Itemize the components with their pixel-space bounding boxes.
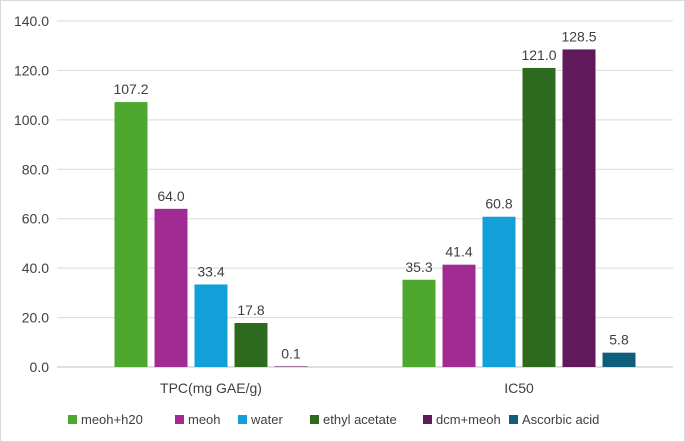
data-label: 41.4 <box>445 244 472 260</box>
y-tick-label: 120.0 <box>14 62 49 78</box>
legend-swatch <box>238 415 247 424</box>
data-label: 0.1 <box>281 345 301 361</box>
bar <box>562 49 596 368</box>
legend-label: water <box>250 412 283 427</box>
bar <box>114 102 148 367</box>
x-axis-categories: TPC(mg GAE/g) IC50 <box>160 380 534 396</box>
data-labels: 107.2 64.0 33.4 17.8 0.1 35.3 41.4 60.8 121.0 128… <box>113 28 628 361</box>
y-tick-label: 0.0 <box>30 359 50 375</box>
legend-label: ethyl acetate <box>323 412 397 427</box>
bar <box>482 216 516 367</box>
y-tick-label: 80.0 <box>22 161 49 177</box>
data-label: 60.8 <box>485 196 512 212</box>
bar <box>274 366 308 367</box>
y-tick-label: 60.0 <box>22 211 49 227</box>
bar <box>402 279 436 367</box>
data-label: 121.0 <box>521 47 556 63</box>
legend-swatch <box>310 415 319 424</box>
y-tick-label: 20.0 <box>22 310 49 326</box>
y-tick-label: 140.0 <box>14 13 49 29</box>
y-axis-ticks: 0.0 20.0 40.0 60.0 80.0 100.0 120.0 140.0 <box>14 13 49 375</box>
legend-label: Ascorbic acid <box>522 412 599 427</box>
x-category-label: IC50 <box>504 380 534 396</box>
bar <box>602 352 636 367</box>
data-label: 5.8 <box>609 332 629 348</box>
y-tick-label: 100.0 <box>14 112 49 128</box>
data-label: 128.5 <box>561 28 596 44</box>
data-label: 17.8 <box>237 302 264 318</box>
legend: meoh+h20 meoh water ethyl acetate dcm+meoh As… <box>68 412 599 427</box>
bars <box>114 49 636 368</box>
legend-swatch <box>509 415 518 424</box>
legend-swatch <box>175 415 184 424</box>
data-label: 35.3 <box>405 259 432 275</box>
bar <box>154 208 188 367</box>
bar <box>194 284 228 367</box>
x-category-label: TPC(mg GAE/g) <box>160 380 262 396</box>
bar <box>522 67 556 367</box>
y-tick-label: 40.0 <box>22 260 49 276</box>
bar <box>442 264 476 367</box>
legend-label: meoh <box>188 412 221 427</box>
data-label: 64.0 <box>157 188 184 204</box>
legend-label: dcm+meoh <box>436 412 501 427</box>
legend-swatch <box>423 415 432 424</box>
data-label: 33.4 <box>197 263 224 279</box>
legend-label: meoh+h20 <box>81 412 143 427</box>
data-label: 107.2 <box>113 81 148 97</box>
bar <box>234 323 268 367</box>
legend-swatch <box>68 415 77 424</box>
